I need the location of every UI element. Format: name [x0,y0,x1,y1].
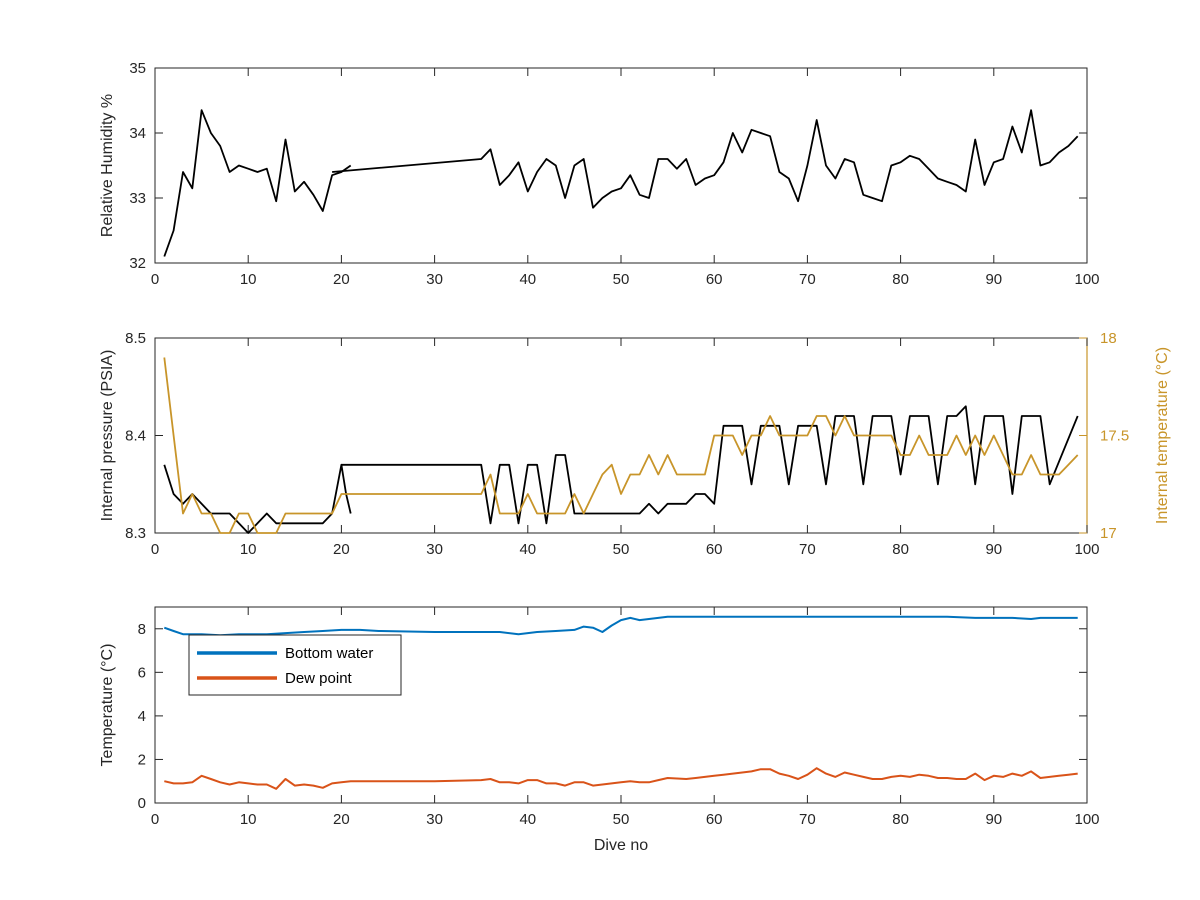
y-right-tick-label: 18 [1100,330,1117,347]
y-axis-label: Internal pressure (PSIA) [99,350,116,522]
legend-box [188,634,402,696]
x-tick-label: 100 [1074,541,1099,558]
y-tick-label: 8.4 [125,428,146,445]
x-tick-label: 40 [519,541,536,558]
x-tick-label: 0 [151,541,159,558]
x-axis-label: Dive no [594,837,648,854]
y-tick-label: 8.3 [125,525,146,542]
x-tick-label: 100 [1074,271,1099,288]
x-tick-label: 50 [613,271,630,288]
x-tick-label: 90 [985,271,1002,288]
y-tick-label: 0 [138,795,146,812]
y-tick-label: 6 [138,664,146,681]
series-line-bottom-water-0 [163,615,1078,637]
y-tick-label: 33 [129,190,146,207]
series-line-left-1 [341,405,1079,525]
y-tick-label: 34 [129,125,146,142]
legend-label: Dew point [285,670,353,687]
chart-panel-3: 0 10 20 30 40 50 60 70 80 90 100 0 2 4 6 8 Temperature (… [99,606,1100,854]
y-tick-label: 35 [129,60,146,77]
x-tick-label: 20 [333,541,350,558]
x-tick-label: 20 [333,811,350,828]
x-tick-label: 10 [240,271,257,288]
x-tick-label: 20 [333,271,350,288]
y-tick-label: 2 [138,751,146,768]
chart-panel-2: 0 10 20 30 40 50 60 70 80 90 100 8.3 8.4 8.5 17 17.5 18 I… [99,330,1171,558]
y-axis-label: Relative Humidity % [99,94,116,237]
x-tick-label: 90 [985,811,1002,828]
x-tick-label: 10 [240,811,257,828]
y-right-tick-label: 17 [1100,525,1117,542]
legend-label: Bottom water [285,645,373,662]
y-tick-label: 4 [138,708,146,725]
legend: Bottom water Dew point [188,634,402,696]
x-tick-label: 0 [151,811,159,828]
x-tick-label: 80 [892,811,909,828]
series-line-left-0 [163,463,352,534]
x-tick-label: 60 [706,541,723,558]
x-tick-label: 40 [519,811,536,828]
x-tick-label: 70 [799,811,816,828]
x-tick-label: 30 [426,811,443,828]
x-tick-label: 70 [799,271,816,288]
x-tick-label: 0 [151,271,159,288]
series-line-dew-point-0 [164,767,1078,790]
y-tick-label: 8.5 [125,330,146,347]
x-tick-label: 40 [519,271,536,288]
x-tick-label: 100 [1074,811,1099,828]
x-tick-label: 30 [426,541,443,558]
x-tick-label: 50 [613,811,630,828]
y-tick-label: 8 [138,621,146,638]
x-tick-label: 80 [892,271,909,288]
x-tick-label: 60 [706,271,723,288]
chart-panel-1: 0 10 20 30 40 50 60 70 80 90 100 32 33 34 35 Relative H… [99,60,1100,288]
x-tick-label: 50 [613,541,630,558]
series-line-right-0 [163,357,1079,534]
y-tick-label: 32 [129,255,146,272]
y-right-axis-label: Internal temperature (°C) [1154,347,1171,524]
y-right-tick-label: 17.5 [1100,428,1129,445]
x-tick-label: 70 [799,541,816,558]
x-tick-label: 10 [240,541,257,558]
x-tick-label: 30 [426,271,443,288]
x-tick-label: 80 [892,541,909,558]
y-axis-label: Temperature (°C) [99,644,116,767]
x-tick-label: 60 [706,811,723,828]
series-line-main-1 [332,109,1079,209]
series-line-main-0 [163,109,352,257]
x-tick-label: 90 [985,541,1002,558]
